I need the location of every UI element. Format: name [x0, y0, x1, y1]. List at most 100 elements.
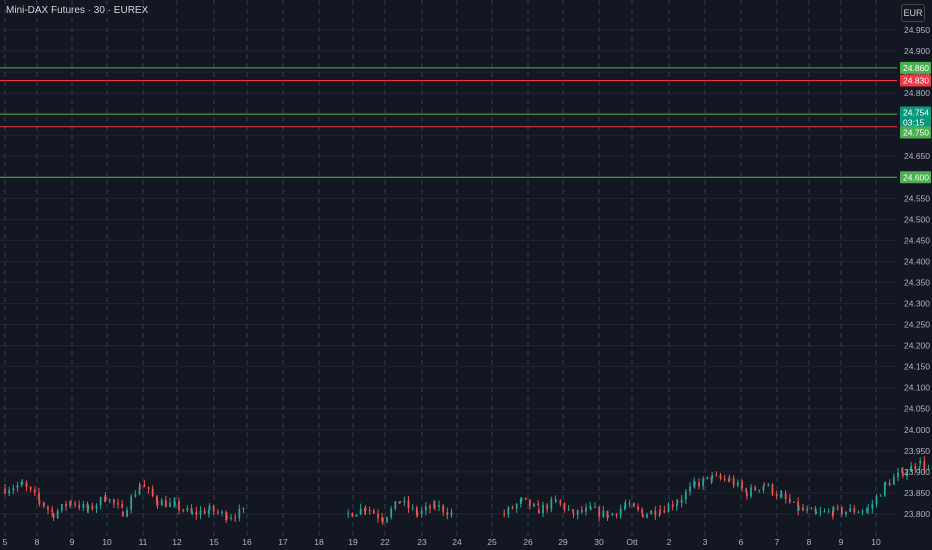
time-axis-label: 3	[703, 537, 708, 547]
level-tag	[900, 74, 931, 87]
candle-body	[207, 509, 210, 514]
candle-body	[78, 504, 81, 508]
horizontal-levels	[0, 67, 897, 178]
candle-body	[108, 499, 111, 501]
candle-body	[671, 504, 674, 507]
candle-body	[442, 505, 445, 513]
candle-body	[711, 475, 714, 479]
candle-body	[4, 488, 6, 494]
candle-body	[47, 506, 49, 510]
price-axis-label: 24.350	[904, 277, 930, 287]
candle-body	[234, 517, 237, 519]
candle-body	[416, 513, 419, 515]
candle-body	[827, 511, 830, 513]
price-axis-label: 24.950	[904, 25, 930, 35]
candle-body	[221, 511, 223, 513]
candle-body	[433, 501, 436, 509]
candle-body	[832, 507, 835, 512]
candle-body	[571, 509, 574, 511]
candle-body	[823, 511, 826, 513]
candle-body	[347, 512, 350, 514]
level-tag	[900, 61, 931, 74]
candle-body	[658, 514, 661, 516]
candle-body	[623, 505, 626, 509]
candle-body	[775, 494, 778, 497]
candle-body	[918, 467, 921, 470]
chart-title: Mini-DAX Futures · 30 · EUREX	[6, 5, 149, 16]
candle-body	[663, 510, 666, 513]
candle-body	[126, 509, 128, 517]
price-axis-label: 24.450	[904, 235, 930, 245]
candle-body	[559, 500, 562, 504]
candle-body	[815, 512, 818, 514]
candle-body	[21, 482, 24, 485]
candle-body	[758, 490, 761, 492]
candle-body	[60, 504, 63, 511]
candle-body	[515, 504, 518, 509]
candle-body	[589, 507, 592, 510]
candle-body	[82, 503, 85, 508]
time-axis-label: 18	[314, 537, 324, 547]
candle-body	[857, 511, 860, 513]
time-axis-label: 23	[417, 537, 427, 547]
candle-body	[364, 507, 367, 510]
candle-body	[446, 512, 449, 516]
candle-body	[641, 513, 644, 518]
price-axis-label: 24.000	[904, 425, 930, 435]
time-axis-label: 25	[487, 537, 497, 547]
candle-body	[637, 506, 639, 510]
candle-body	[533, 503, 535, 507]
price-axis-label: 24.050	[904, 404, 930, 414]
candle-body	[576, 510, 579, 515]
candle-body	[52, 513, 55, 519]
candle-body	[191, 511, 194, 514]
candle-body	[901, 468, 904, 473]
candle-body	[381, 518, 384, 522]
candle-body	[901, 471, 904, 477]
candle-body	[589, 506, 592, 508]
candle-body	[897, 472, 899, 478]
candle-body	[99, 497, 102, 506]
candle-body	[702, 478, 705, 487]
candle-body	[182, 509, 185, 511]
candle-body	[69, 501, 72, 504]
candle-body	[676, 501, 679, 503]
candle-body	[355, 514, 358, 517]
candle-body	[550, 499, 553, 510]
candle-body	[793, 501, 795, 503]
candle-body	[771, 484, 774, 495]
candle-body	[659, 509, 662, 511]
price-tags: 24.86024.83024.72024.60024.75403:1524.75…	[900, 61, 931, 184]
candle-body	[503, 513, 506, 515]
candle-body	[411, 507, 414, 509]
candle-body	[871, 504, 874, 509]
candle-body	[741, 482, 743, 489]
candle-body	[884, 482, 887, 485]
candle-body	[710, 476, 713, 482]
price-axis[interactable]: 24.95024.90024.85024.80024.75024.70024.6…	[904, 25, 930, 519]
candle-body	[715, 475, 718, 477]
candle-body	[646, 514, 648, 518]
time-axis-label: 15	[209, 537, 219, 547]
candle-body	[654, 510, 657, 516]
time-axis-label: Ott	[626, 537, 638, 547]
currency-button[interactable]: EUR	[901, 4, 925, 22]
candle-body	[134, 494, 137, 497]
candle-body	[155, 495, 158, 504]
time-axis[interactable]: 5 8 9 10 11 12 15 16 17 18 19 22 23 24 25 26 29 30 Ott 2 3 6 7…	[3, 537, 881, 547]
candle-body	[147, 487, 150, 489]
candle-body	[429, 506, 431, 509]
candle-body	[910, 465, 913, 472]
price-axis-label: 24.300	[904, 299, 930, 309]
candle-body	[802, 507, 804, 511]
candle-body	[606, 510, 609, 519]
candle-body	[139, 484, 142, 486]
candle-body	[238, 509, 241, 518]
candle-body	[680, 499, 683, 503]
candle-body	[130, 496, 133, 510]
candle-body	[611, 513, 614, 516]
candle-body	[173, 501, 176, 506]
candle-body	[861, 511, 864, 513]
candle-body	[865, 509, 868, 512]
